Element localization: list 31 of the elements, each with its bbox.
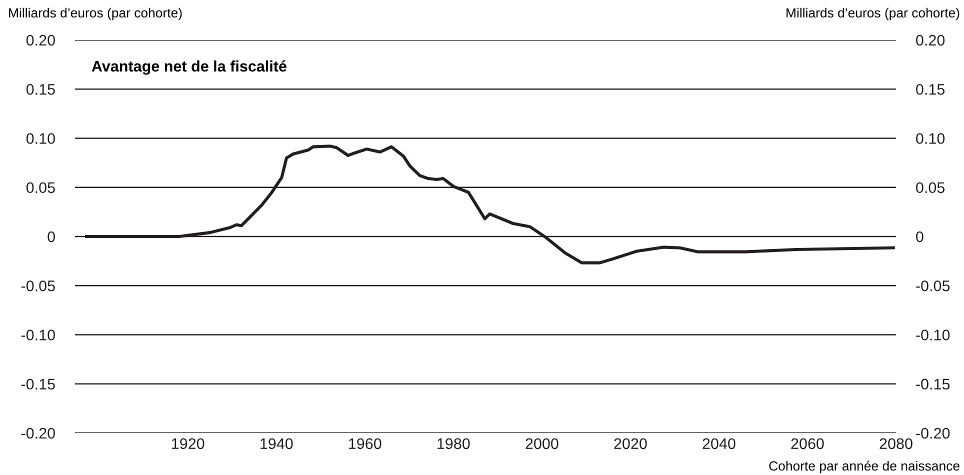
y-tick-label: -0.05 bbox=[21, 280, 55, 292]
y-tick-label: 0 bbox=[48, 231, 55, 242]
y2-tick-label: 0.15 bbox=[916, 84, 945, 95]
x-tick-label: 1960 bbox=[349, 438, 382, 450]
y2-tick-label: 0 bbox=[916, 231, 924, 242]
text: Avantage net de la fiscalité bbox=[92, 60, 286, 75]
y-tick-label: -0.15 bbox=[21, 378, 55, 390]
y2-tick-label: 0.20 bbox=[916, 34, 945, 46]
y-tick-label: 0.15 bbox=[26, 84, 55, 95]
y-tick-label: 0.10 bbox=[26, 133, 55, 144]
x-tick-label: 2000 bbox=[526, 438, 558, 450]
y-axis-title: Milliards d’euros (par cohorte) bbox=[9, 8, 182, 20]
y-tick-label: -0.20 bbox=[21, 428, 55, 439]
y2-tick-label: 0.05 bbox=[916, 182, 945, 194]
y2-axis-title: Milliards d’euros (par cohorte) bbox=[786, 8, 960, 20]
x-tick-label: 2040 bbox=[702, 438, 736, 450]
y-tick-label: -0.10 bbox=[21, 330, 55, 340]
x-tick-label: 2080 bbox=[880, 438, 912, 450]
y2-tick-label: -0.05 bbox=[916, 280, 950, 292]
x-tick-label: 1980 bbox=[438, 438, 470, 450]
x-tick-label: 2060 bbox=[791, 438, 824, 450]
x-tick-label: 2020 bbox=[614, 438, 647, 450]
x-tick-label: 1920 bbox=[172, 438, 204, 450]
x-tick-label: 1940 bbox=[260, 438, 293, 450]
x-axis-title: Cohorte par année de naissance bbox=[769, 460, 960, 474]
y-tick-label: 0.20 bbox=[26, 34, 55, 46]
y-tick-label: 0.05 bbox=[26, 182, 55, 194]
y2-tick-label: -0.15 bbox=[916, 378, 950, 390]
y2-tick-label: -0.20 bbox=[916, 428, 950, 439]
y2-tick-label: -0.10 bbox=[916, 330, 950, 340]
y2-tick-label: 0.10 bbox=[916, 133, 945, 144]
